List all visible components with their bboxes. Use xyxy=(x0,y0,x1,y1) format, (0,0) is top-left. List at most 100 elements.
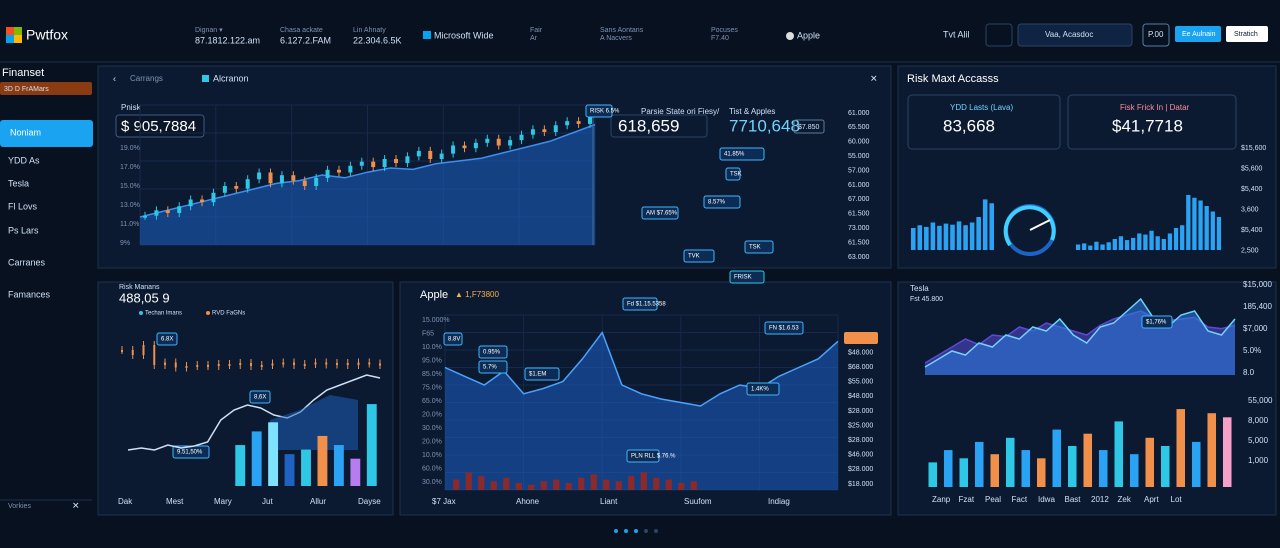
page-dot[interactable] xyxy=(634,529,638,533)
candle xyxy=(260,365,263,367)
bar xyxy=(1112,239,1117,250)
tag xyxy=(524,367,560,381)
card-value: 83,668 xyxy=(943,116,995,135)
y-tick-label: $5,400 xyxy=(1241,186,1263,193)
line xyxy=(139,123,596,218)
bar xyxy=(1005,437,1015,487)
y-tick-label: 8.0 xyxy=(1243,368,1255,377)
bar xyxy=(1145,437,1155,487)
gauge-arc xyxy=(1003,205,1056,247)
primary-button[interactable] xyxy=(1175,26,1221,42)
page-dot[interactable] xyxy=(614,529,618,533)
candle xyxy=(357,362,360,365)
x-tick-label: Idwa xyxy=(1038,495,1055,504)
bar xyxy=(465,472,472,490)
y-tick-label: 60.0% xyxy=(422,465,442,472)
bar xyxy=(653,477,660,490)
tag xyxy=(641,206,679,220)
y-tick-label: 75.0% xyxy=(422,384,442,391)
bar xyxy=(950,224,955,250)
y-tick-label: 61.000 xyxy=(848,182,870,189)
bar xyxy=(1106,242,1111,250)
candle xyxy=(293,362,295,365)
y-tick-label: 95.0% xyxy=(422,357,442,364)
logo: Pwtfox xyxy=(26,27,68,43)
panel-title: Risk Manans xyxy=(119,284,160,291)
switch-button[interactable] xyxy=(1226,26,1268,42)
bar xyxy=(974,441,984,487)
tab[interactable]: Alcranon xyxy=(213,73,249,83)
page-dot[interactable] xyxy=(644,529,648,533)
candle xyxy=(314,362,317,365)
bar xyxy=(528,484,535,490)
tag xyxy=(729,270,765,284)
candle xyxy=(234,186,239,189)
sidebar-item[interactable]: Ps Lars xyxy=(8,225,39,235)
y-tick-label: 73.000 xyxy=(848,225,870,232)
x-tick-label: Ahone xyxy=(516,497,540,506)
tag xyxy=(703,195,741,209)
sidebar-item[interactable]: Noniam xyxy=(10,127,41,137)
bar xyxy=(976,217,981,250)
bar xyxy=(603,479,610,490)
sidebar-item[interactable]: Carranes xyxy=(8,257,46,267)
bar xyxy=(969,222,975,250)
page-dot[interactable] xyxy=(624,529,628,533)
sidebar-item[interactable]: Fl Lovs xyxy=(8,201,38,211)
bar xyxy=(317,435,328,486)
icon-button[interactable] xyxy=(985,23,1013,47)
bar xyxy=(989,203,995,250)
tag-text: 9.51,50% xyxy=(177,450,203,456)
sidebar-item[interactable]: Tesla xyxy=(8,178,29,188)
sidebar-active[interactable] xyxy=(0,120,93,147)
bar xyxy=(1131,237,1136,250)
sidebar-item[interactable]: Famances xyxy=(8,289,51,299)
y-tick-label: 55.000 xyxy=(848,153,870,160)
ticker-name: Dignan ▾ xyxy=(195,27,223,34)
bar xyxy=(640,472,647,490)
tag-text: $1,76% xyxy=(1146,320,1167,326)
tag-text: 1.4K% xyxy=(751,387,769,393)
tag xyxy=(764,321,804,335)
candle xyxy=(359,161,364,166)
y-tick-label: $28.000 xyxy=(848,437,873,444)
x-tick-label: 2012 xyxy=(1091,495,1109,504)
close-icon[interactable]: ✕ xyxy=(870,73,878,83)
tag-text: 8.57% xyxy=(708,200,726,206)
x-tick-label: $7 Jax xyxy=(432,497,456,506)
stat-label: Tist & Apples xyxy=(729,107,775,116)
candle xyxy=(379,363,381,366)
close-icon[interactable]: ✕ xyxy=(72,500,80,510)
candle xyxy=(371,161,376,168)
bar xyxy=(490,481,497,490)
x-tick-label: Allur xyxy=(310,497,326,506)
tag-text: FRISK xyxy=(734,275,752,281)
panel-value: Fst 45.800 xyxy=(910,296,943,303)
search-box[interactable] xyxy=(1017,23,1133,47)
price-box[interactable] xyxy=(1142,23,1170,47)
candle xyxy=(131,350,134,355)
candle xyxy=(394,159,399,164)
ms-icon xyxy=(423,31,431,39)
ticker: Microsoft Wide xyxy=(434,30,494,40)
bar xyxy=(1155,236,1160,250)
sidebar-footer[interactable]: Vorkies xyxy=(8,503,31,510)
bar xyxy=(956,221,962,250)
bar xyxy=(628,476,635,490)
bar xyxy=(930,222,936,250)
sidebar-item[interactable]: YDD As xyxy=(8,155,40,165)
tag xyxy=(156,332,178,346)
bar xyxy=(1075,244,1081,250)
page-dot[interactable] xyxy=(654,529,658,533)
tab[interactable]: Carrangs xyxy=(130,74,163,83)
user[interactable]: Tvt Alil xyxy=(943,29,970,39)
bar xyxy=(678,483,685,490)
ticker-name: Chasa ackate xyxy=(280,27,323,34)
y-tick-label: 20.0% xyxy=(422,438,442,445)
bar xyxy=(943,450,953,487)
y-tick-label: 10.0% xyxy=(422,344,442,351)
back-icon[interactable]: ‹ xyxy=(113,73,116,83)
bar xyxy=(553,479,560,490)
candle xyxy=(222,186,227,193)
y-tick-label: 60.000 xyxy=(848,139,870,146)
